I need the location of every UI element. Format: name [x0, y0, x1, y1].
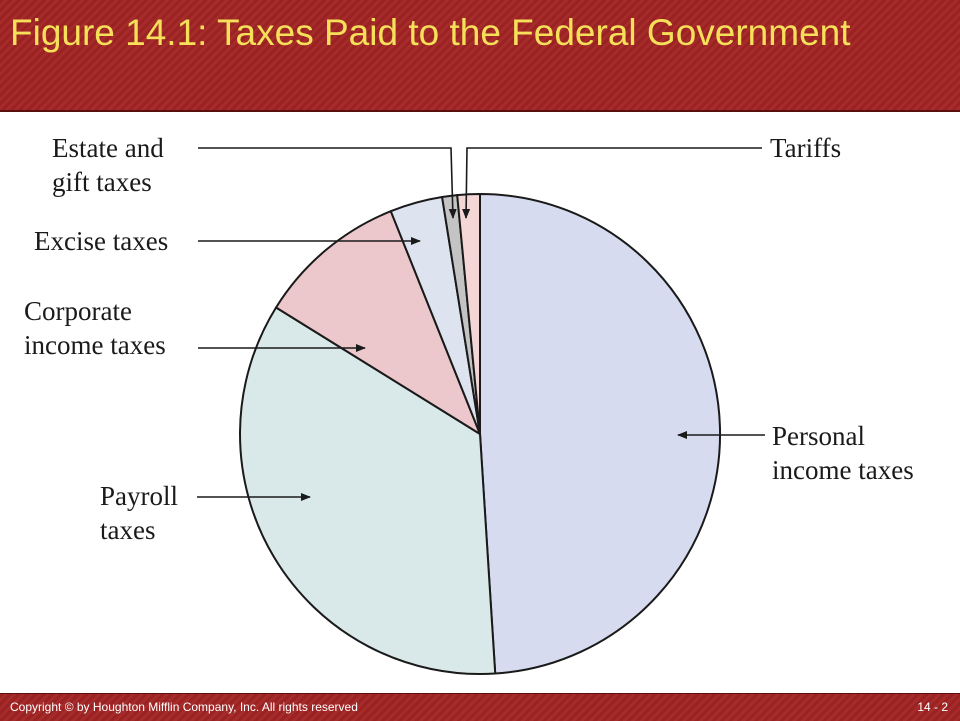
callout-arrow-tariffs — [462, 147, 762, 219]
title-bar: Figure 14.1: Taxes Paid to the Federal G… — [0, 0, 960, 112]
pie-chart: Personal income taxes Payroll taxes Corporat… — [24, 133, 914, 675]
callout-arrow-estate-and-gift-taxes — [198, 147, 457, 219]
pie-slice-tariffs — [456, 193, 481, 435]
slice-label-payroll-taxes: Payroll taxes — [100, 481, 178, 545]
copyright-notice: Copyright © by Houghton Mifflin Company,… — [10, 700, 358, 714]
slice-label-estate-and-gift-taxes: Estate and gift taxes — [52, 133, 164, 197]
slice-label-tariffs: Tariffs — [770, 133, 841, 163]
page-number: 14 - 2 — [917, 700, 948, 714]
pie-slice-corporate-income-taxes — [275, 210, 481, 435]
pie-slice-payroll-taxes — [239, 306, 497, 675]
slice-label-excise-taxes: Excise taxes — [34, 226, 168, 256]
pie-slice-personal-income-taxes — [479, 193, 721, 675]
slice-label-personal-income-taxes: Personal income taxes — [772, 421, 914, 485]
footer-bar: Copyright © by Houghton Mifflin Company,… — [0, 693, 960, 721]
slice-label-corporate-income-taxes: Corporate income taxes — [24, 296, 166, 360]
slide-title: Figure 14.1: Taxes Paid to the Federal G… — [10, 12, 851, 53]
